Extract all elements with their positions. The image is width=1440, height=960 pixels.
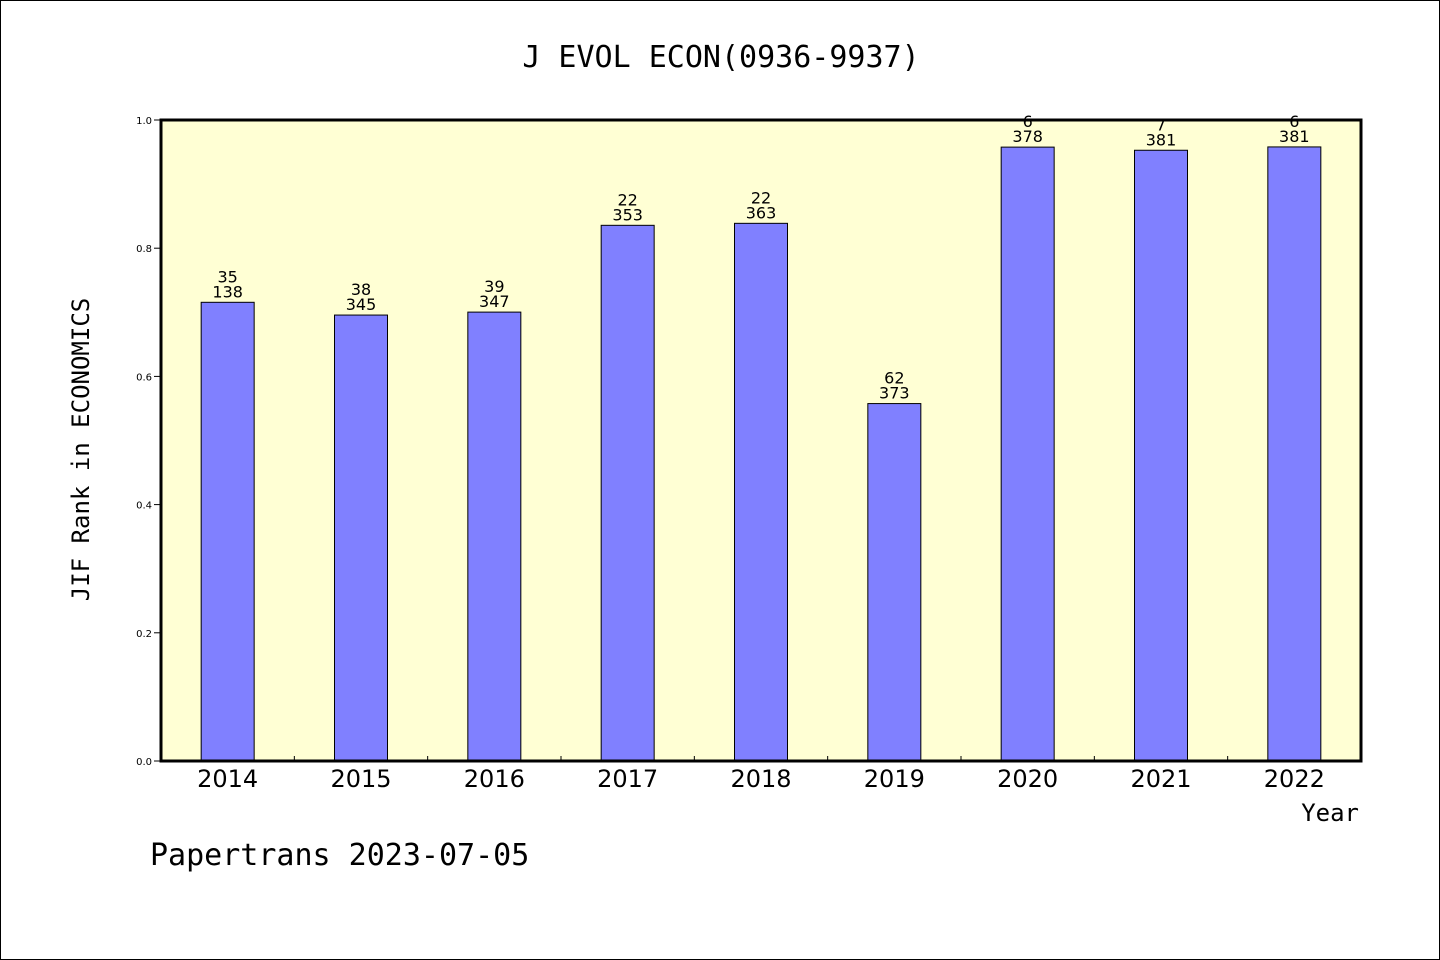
x-tick-label: 2014 — [197, 765, 258, 793]
plot-border — [159, 118, 1363, 763]
bar-2018 — [734, 222, 788, 762]
y-tick-label: 0.4 — [136, 501, 152, 512]
bar-2015 — [334, 314, 388, 762]
bar-rank-label: 35 — [217, 267, 237, 286]
bar-2014 — [200, 301, 255, 762]
x-tick-label: 2017 — [597, 765, 658, 793]
chart-title: J EVOL ECON(0936-9937) — [522, 40, 919, 75]
bar-2017 — [600, 224, 655, 762]
y-tick-label: 0.0 — [136, 757, 152, 768]
bar-rank-label: 7 — [1156, 115, 1166, 134]
footer-credit: Papertrans 2023-07-05 — [150, 838, 529, 873]
x-tick-label: 2022 — [1264, 765, 1325, 793]
y-tick-label: 0.8 — [136, 244, 152, 255]
bar-rank-label: 22 — [617, 190, 637, 209]
x-tick-label: 2015 — [330, 765, 391, 793]
y-tick-label: 1.0 — [136, 116, 152, 127]
bar-total-label: 373 — [879, 384, 910, 403]
x-tick-label: 2018 — [730, 765, 791, 793]
y-axis: 0.0 0.2 0.4 0.6 0.8 1.0 — [136, 116, 161, 768]
bar-2016 — [467, 311, 522, 762]
bar-total-label: 363 — [746, 203, 777, 222]
bar-rank-label: 6 — [1023, 112, 1033, 131]
bar-rank-label: 38 — [351, 280, 371, 299]
x-tick-label: 2016 — [464, 765, 525, 793]
y-axis-label: JIF Rank in ECONOMICS — [67, 298, 95, 601]
bar-total-label: 347 — [479, 292, 510, 311]
y-tick-label: 0.6 — [136, 372, 152, 383]
x-tick-label: 2020 — [997, 765, 1058, 793]
bar-2021 — [1134, 149, 1188, 762]
bar-rank-label: 22 — [751, 188, 771, 207]
bar-2022 — [1267, 146, 1322, 762]
x-axis-label: Year — [1301, 799, 1359, 827]
bar-2019 — [867, 403, 922, 762]
bar-2020 — [1000, 146, 1055, 762]
bar-total-label: 378 — [1012, 127, 1043, 146]
bar-total-label: 138 — [212, 282, 243, 301]
bar-total-label: 381 — [1279, 127, 1310, 146]
bar-rank-label: 39 — [484, 277, 504, 296]
x-axis: 2014 2015 2016 2017 2018 2019 2020 2021 2022 — [197, 756, 1325, 793]
x-tick-label: 2019 — [864, 765, 925, 793]
bar-total-label: 345 — [346, 295, 377, 314]
y-tick-label: 0.2 — [136, 629, 152, 640]
bar-total-label: 381 — [1146, 130, 1177, 149]
x-tick-label: 2021 — [1130, 765, 1191, 793]
bar-rank-label: 62 — [884, 369, 904, 388]
bar-total-label: 353 — [612, 205, 643, 224]
